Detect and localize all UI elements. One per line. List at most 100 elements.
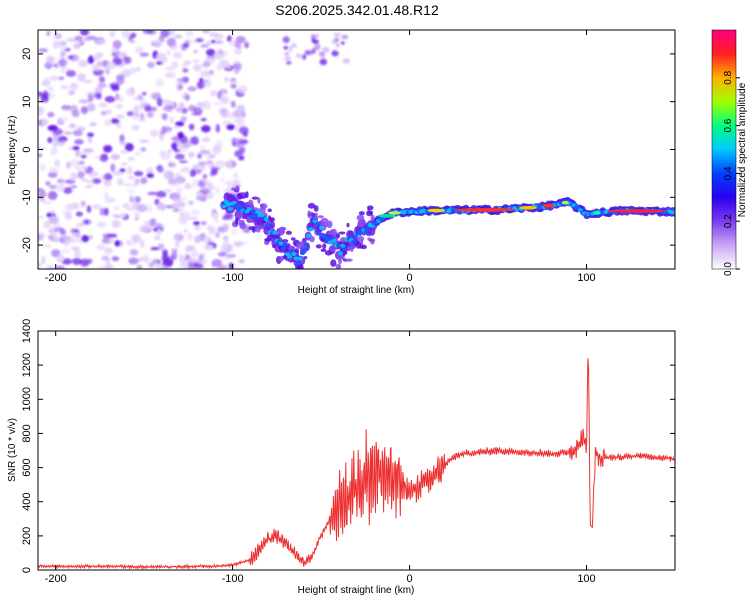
- noise-blob: [144, 105, 152, 112]
- noise-blob: [117, 51, 126, 58]
- noise-blob: [71, 232, 77, 238]
- noise-blob: [180, 167, 191, 173]
- spectrogram-signal-track: [220, 185, 675, 277]
- y-tick-label: 600: [21, 458, 33, 476]
- noise-blob: [74, 35, 83, 42]
- noise-blob: [222, 256, 232, 260]
- noise-blob: [233, 70, 240, 74]
- track-core: [246, 207, 252, 211]
- noise-blob: [304, 49, 313, 56]
- noise-blob: [80, 165, 88, 170]
- track-core: [272, 230, 278, 235]
- noise-blob: [215, 186, 220, 195]
- noise-blob: [46, 30, 51, 36]
- noise-blob: [137, 118, 147, 122]
- track-scatter: [315, 244, 322, 249]
- noise-blob: [173, 125, 179, 130]
- noise-blob: [220, 178, 225, 182]
- noise-blob: [201, 221, 207, 226]
- noise-blob: [143, 253, 149, 261]
- noise-blob: [156, 201, 164, 211]
- track-core: [299, 251, 305, 256]
- noise-blob: [164, 188, 173, 193]
- noise-blob: [173, 200, 180, 205]
- noise-blob: [66, 37, 77, 43]
- noise-blob: [95, 40, 100, 45]
- noise-blob: [110, 153, 121, 160]
- noise-blob: [200, 117, 207, 122]
- noise-blob: [171, 197, 182, 202]
- noise-blob: [45, 181, 51, 186]
- noise-blob: [179, 216, 186, 223]
- noise-blob: [41, 255, 46, 265]
- noise-blob: [80, 200, 87, 207]
- noise-blob: [48, 236, 54, 240]
- track-core: [223, 199, 229, 204]
- noise-blob: [160, 30, 170, 38]
- noise-blob: [70, 174, 79, 180]
- noise-blob: [188, 123, 195, 131]
- noise-blob: [197, 153, 203, 159]
- noise-blob: [163, 171, 169, 176]
- track-core: [342, 247, 348, 252]
- noise-blob: [63, 131, 73, 135]
- noise-blob: [112, 170, 124, 177]
- noise-blob: [164, 72, 176, 79]
- y-tick-label: 20: [21, 48, 33, 60]
- x-tick-label: -200: [45, 573, 67, 585]
- y-tick-label: 0: [21, 567, 33, 573]
- noise-blob: [60, 65, 66, 74]
- track-core: [234, 203, 239, 208]
- noise-blob: [42, 244, 52, 248]
- noise-blob: [133, 170, 144, 177]
- noise-blob: [126, 242, 136, 246]
- noise-blob: [244, 41, 250, 49]
- y-tick-label: -20: [21, 237, 33, 253]
- noise-blob: [230, 100, 236, 108]
- track-scatter: [272, 244, 276, 248]
- track-core: [304, 242, 310, 247]
- noise-blob: [47, 137, 53, 144]
- noise-blob: [166, 128, 171, 132]
- noise-blob: [80, 30, 90, 36]
- noise-blob: [75, 149, 81, 158]
- noise-blob: [115, 114, 126, 119]
- noise-blob: [211, 208, 217, 214]
- chart-title: S206.2025.342.01.48.R12: [275, 2, 439, 18]
- noise-blob: [291, 43, 298, 48]
- noise-blob: [180, 116, 187, 122]
- noise-blob: [77, 171, 85, 179]
- noise-blob: [110, 118, 120, 124]
- noise-blob: [111, 213, 118, 218]
- noise-blob: [103, 191, 109, 199]
- noise-blob: [145, 204, 153, 213]
- track-scatter: [248, 226, 257, 231]
- track-scatter: [355, 241, 362, 249]
- noise-blob: [98, 101, 106, 108]
- track-scatter: [292, 272, 300, 277]
- spectrogram-y-label: Frequency (Hz): [7, 116, 18, 185]
- noise-blob: [66, 161, 71, 169]
- noise-blob: [189, 136, 196, 144]
- noise-blob: [104, 96, 116, 103]
- noise-blob: [84, 219, 89, 225]
- y-tick-label: 10: [21, 96, 33, 108]
- track-core: [295, 261, 301, 266]
- noise-blob: [210, 166, 218, 174]
- noise-blob: [64, 242, 69, 247]
- noise-blob: [184, 245, 190, 253]
- noise-blob: [128, 189, 134, 194]
- noise-blob: [80, 106, 89, 115]
- noise-blob: [39, 163, 46, 172]
- noise-blob: [190, 208, 200, 216]
- noise-blob: [340, 41, 345, 45]
- noise-blob: [40, 94, 50, 103]
- noise-blob: [107, 233, 118, 238]
- noise-blob: [236, 104, 246, 111]
- snr-panel: -200 -100 0 100 0 200 400 600 800 1000 1200 1400 H…: [7, 319, 676, 596]
- colorbar-tick-label: 0.6: [723, 118, 734, 132]
- noise-blob: [184, 94, 190, 101]
- colorbar-tick-label: 0.8: [723, 70, 734, 84]
- noise-blob: [136, 204, 148, 213]
